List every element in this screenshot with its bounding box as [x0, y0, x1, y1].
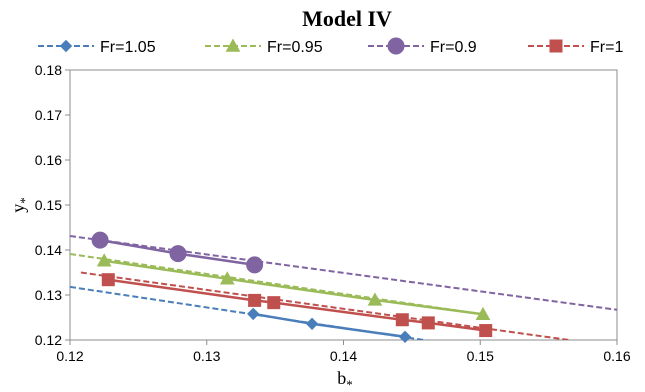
- x-tick-label: 0.16: [603, 348, 630, 364]
- legend-label: Fr=1: [590, 39, 623, 56]
- y-tick-label: 0.12: [35, 332, 62, 348]
- data-point-fr-1: [101, 273, 115, 287]
- y-axis-label: y*: [8, 197, 32, 213]
- data-point-fr-1: [267, 296, 281, 310]
- y-tick-label: 0.17: [35, 107, 62, 123]
- legend-label: Fr=1.05: [100, 39, 156, 56]
- data-point-fr-0-9: [169, 245, 187, 263]
- x-axis-label: b*: [337, 368, 353, 392]
- data-point-fr-1: [421, 316, 435, 330]
- y-tick-label: 0.13: [35, 287, 62, 303]
- data-point-fr-1: [395, 313, 409, 327]
- legend-marker-fr-1-05: [59, 39, 73, 53]
- data-point-fr-1-05: [305, 317, 319, 331]
- legend-marker-fr-0-95: [225, 38, 241, 52]
- y-tick-label: 0.18: [35, 62, 62, 78]
- data-point-fr-0-95: [367, 292, 383, 306]
- data-markers: [91, 231, 493, 344]
- legend-label: Fr=0.9: [430, 39, 477, 56]
- series-line-fr-0-95: [104, 259, 484, 316]
- legend-item-fr-1: Fr=1: [528, 39, 623, 56]
- legend-label: Fr=0.95: [267, 39, 323, 56]
- series-line-fr-1: [108, 278, 486, 332]
- x-tick-label: 0.12: [56, 348, 83, 364]
- data-point-fr-0-95: [219, 271, 235, 285]
- data-point-fr-1-05: [398, 330, 412, 344]
- legend-item-fr-0-95: Fr=0.95: [205, 38, 323, 56]
- legend-item-fr-0-9: Fr=0.9: [368, 37, 477, 56]
- y-tick-label: 0.16: [35, 152, 62, 168]
- x-tick-label: 0.14: [330, 348, 357, 364]
- data-point-fr-1: [248, 293, 262, 307]
- legend: Fr=1.05 Fr=0.95 Fr=0.9 Fr=1: [38, 37, 623, 56]
- x-axis-ticks: 0.12 0.13 0.14 0.15 0.16: [56, 340, 631, 364]
- legend-item-fr-1-05: Fr=1.05: [38, 39, 156, 56]
- legend-marker-fr-0-9: [387, 37, 405, 55]
- x-tick-label: 0.15: [467, 348, 494, 364]
- trendline-fr-0-9: [70, 235, 617, 311]
- legend-marker-fr-1: [549, 39, 563, 53]
- data-point-fr-1-05: [247, 307, 260, 321]
- data-point-fr-1: [479, 324, 493, 338]
- chart-title: Model IV: [302, 6, 392, 31]
- data-point-fr-0-95: [96, 253, 112, 267]
- data-point-fr-0-9: [91, 231, 109, 249]
- y-tick-label: 0.15: [35, 197, 62, 213]
- y-tick-label: 0.14: [35, 242, 62, 258]
- x-tick-label: 0.13: [193, 348, 220, 364]
- data-point-fr-0-9: [246, 256, 264, 274]
- data-point-fr-0-95: [475, 306, 491, 321]
- y-axis-ticks: 0.12 0.13 0.14 0.15 0.16 0.17 0.18: [35, 62, 70, 348]
